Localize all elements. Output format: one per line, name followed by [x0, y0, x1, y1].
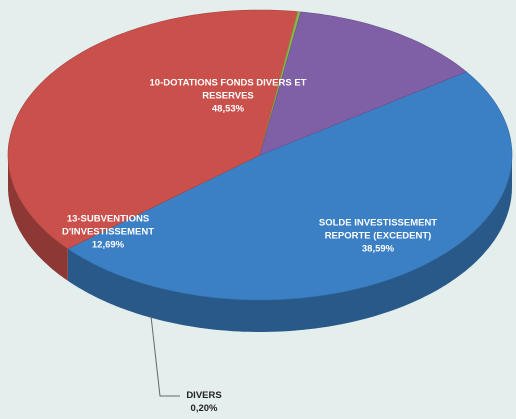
category-label: DIVERS [186, 390, 222, 401]
leader-line [150, 315, 180, 397]
category-label: 10-DOTATIONS FONDS DIVERS ET RESERVES [149, 77, 307, 102]
value-label: 0,20% [190, 403, 218, 414]
value-label: 48,53% [211, 103, 245, 115]
value-label: 12,69% [91, 239, 125, 251]
slice-side [67, 155, 513, 332]
value-label: 38,59% [361, 243, 395, 255]
slice-label: 13-SUBVENTIONS D'INVESTISSEMENT 12,69% [43, 213, 173, 252]
slice-side [8, 155, 68, 281]
category-label: 13-SUBVENTIONS D'INVESTISSEMENT [62, 213, 154, 238]
slice-label: 10-DOTATIONS FONDS DIVERS ET RESERVES 48,… [133, 77, 323, 116]
category-label: SOLDE INVESTISSEMENT REPORTE (EXCEDENT) [318, 217, 438, 242]
slice-label: DIVERS 0,20% [174, 389, 234, 415]
slice [259, 11, 467, 156]
slice-label: SOLDE INVESTISSEMENT REPORTE (EXCEDENT) 3… [318, 217, 438, 256]
slice [67, 71, 513, 301]
slice [7, 9, 299, 250]
